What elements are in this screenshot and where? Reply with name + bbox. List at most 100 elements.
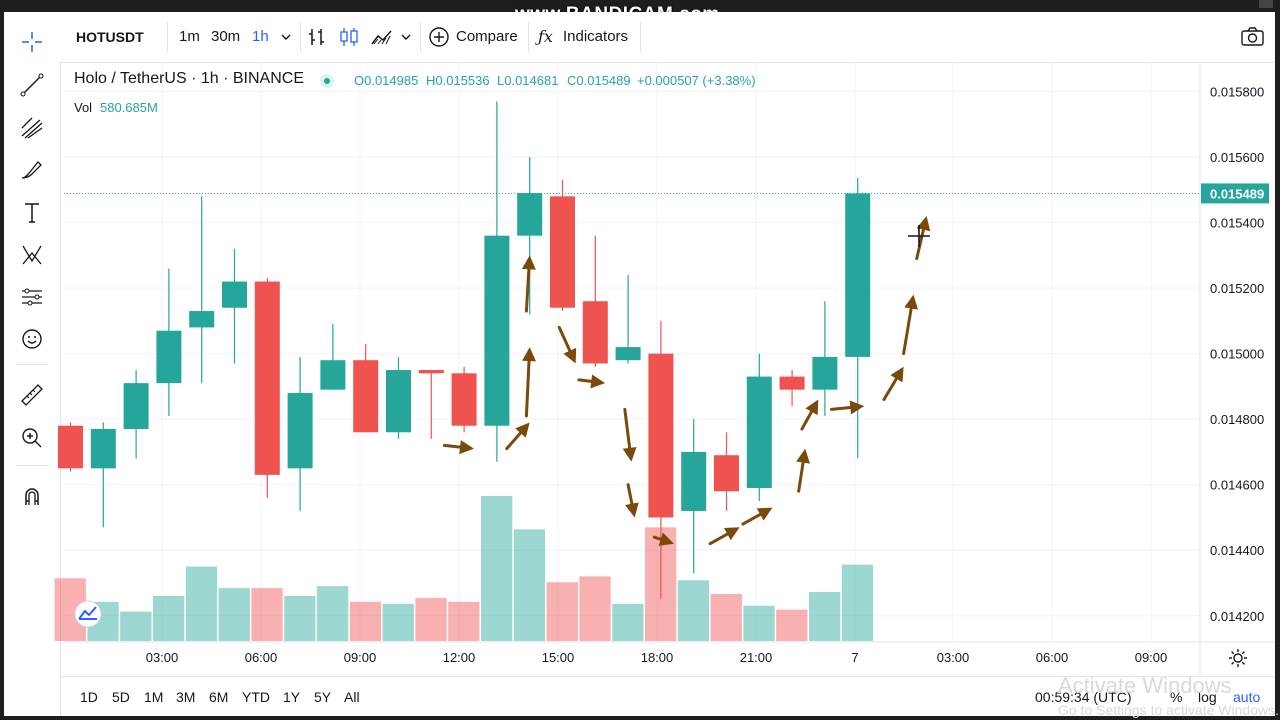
candle-body (779, 376, 805, 390)
chevron-down-icon[interactable] (400, 31, 412, 43)
candle-body (254, 281, 280, 475)
ruler-icon[interactable] (18, 381, 46, 409)
price-axis-label: 0.015600 (1210, 150, 1264, 165)
annotation-arrow-shaft (524, 359, 531, 418)
candle-body (58, 425, 83, 469)
current-price-label: 0.015489 (1210, 186, 1264, 201)
interval-30m-button[interactable]: 30m (211, 28, 241, 45)
candle-body (287, 392, 313, 469)
gear-icon[interactable] (1228, 648, 1248, 668)
price-axis-label: 0.014200 (1210, 609, 1264, 624)
log-toggle[interactable]: log (1198, 689, 1217, 705)
range-5y-button[interactable]: 5Y (314, 689, 332, 705)
range-5d-button[interactable]: 5D (112, 689, 130, 705)
trend-line-icon[interactable] (18, 71, 46, 99)
crosshair-cursor-icon (908, 225, 930, 247)
text-icon[interactable] (18, 199, 46, 227)
range-ytd-button[interactable]: YTD (242, 689, 270, 705)
candle-body (681, 451, 707, 511)
legend-open: O0.014985 (354, 73, 419, 88)
range-6m-button[interactable]: 6M (209, 689, 229, 705)
toolbar-divider (167, 22, 168, 52)
volume-bar (612, 603, 644, 641)
legend-high: H0.015536 (426, 73, 490, 88)
range-all-button[interactable]: All (344, 689, 360, 705)
candle-body (320, 360, 346, 390)
camera-icon[interactable] (1240, 25, 1266, 49)
range-1y-button[interactable]: 1Y (283, 689, 301, 705)
interval-1m-button[interactable]: 1m (179, 28, 200, 45)
price-axis-label: 0.014800 (1210, 412, 1264, 427)
drawing-toolbar (4, 32, 61, 716)
area-chart-icon[interactable] (370, 26, 394, 48)
volume-bar (743, 605, 775, 641)
legend-close: C0.015489 (567, 73, 631, 88)
interval-1h-button[interactable]: 1h (252, 28, 269, 45)
candle-body (484, 235, 510, 426)
annotation-arrow-head (756, 507, 773, 521)
chevron-down-icon[interactable] (280, 31, 292, 43)
annotation-arrow-shaft (442, 443, 462, 449)
top-toolbar: HOTUSDT 1m 30m 1h Compare ƒx Indicators (4, 12, 1275, 63)
range-1d-button[interactable]: 1D (80, 689, 98, 705)
volume-bar (382, 603, 414, 641)
plus-circle-icon[interactable] (428, 26, 450, 48)
symbol-search-button[interactable]: HOTUSDT (76, 29, 144, 45)
prediction-icon[interactable] (18, 283, 46, 311)
toolbar-divider (528, 22, 529, 52)
fib-icon[interactable] (18, 114, 46, 142)
annotation-arrow-head (563, 347, 577, 364)
market-status-icon (320, 74, 334, 88)
bar-chart-icon[interactable] (306, 26, 328, 48)
range-3m-button[interactable]: 3M (176, 689, 196, 705)
annotation-arrow-shaft (741, 512, 762, 526)
auto-toggle[interactable]: auto (1233, 689, 1261, 705)
window-control[interactable] (1259, 0, 1273, 8)
fx-icon[interactable]: ƒx (538, 27, 553, 46)
magnet-icon[interactable] (18, 483, 46, 511)
range-1m-button[interactable]: 1M (144, 689, 164, 705)
annotation-arrow-head (796, 448, 811, 464)
crosshair-icon[interactable] (18, 28, 46, 56)
zoom-icon[interactable] (18, 424, 46, 452)
annotation-arrow-shaft (902, 306, 913, 356)
os-activation-subtitle: Go to Settings to activate Windows. (1058, 702, 1279, 718)
window-frame-bottom (0, 716, 1280, 720)
brush-icon[interactable] (18, 156, 46, 184)
annotation-arrow-head (625, 502, 639, 518)
volume-bar (513, 529, 546, 641)
os-activation-title: Activate Windows (1058, 673, 1232, 698)
candle-body (451, 373, 477, 426)
candles-icon[interactable] (338, 26, 360, 48)
volume-bar (185, 566, 218, 641)
compare-button[interactable]: Compare (456, 28, 518, 45)
emoji-icon[interactable] (18, 325, 46, 353)
volume-bar (546, 582, 578, 641)
annotation-arrow-shaft (708, 532, 729, 546)
candle-body (517, 193, 543, 236)
percent-toggle[interactable]: % (1170, 689, 1183, 705)
annotation-arrow-shaft (652, 535, 663, 541)
annotation-arrow-head (515, 422, 530, 438)
price-axis-label: 0.014600 (1210, 478, 1264, 493)
annotation-arrow-shaft (829, 405, 852, 411)
utc-clock[interactable]: 00:59:34 (UTC) (1035, 689, 1132, 705)
annotation-arrow-head (890, 366, 904, 383)
time-axis-label: 09:00 (344, 650, 377, 665)
volume-bar (809, 592, 841, 641)
toolbar-divider (300, 22, 301, 52)
indicators-button[interactable]: Indicators (563, 28, 629, 45)
time-axis-label: 15:00 (542, 650, 575, 665)
candle-body (90, 429, 116, 469)
volume-bar (415, 597, 447, 641)
volume-bar (153, 595, 185, 641)
time-axis-label: 06:00 (245, 650, 278, 665)
time-axis-label: 7 (851, 650, 858, 665)
candle-body (189, 311, 215, 328)
sidebar-divider (16, 364, 48, 365)
time-axis-label: 06:00 (1036, 650, 1069, 665)
annotation-arrow-head (459, 440, 474, 455)
pattern-icon[interactable] (18, 241, 46, 269)
time-axis-label: 18:00 (641, 650, 674, 665)
